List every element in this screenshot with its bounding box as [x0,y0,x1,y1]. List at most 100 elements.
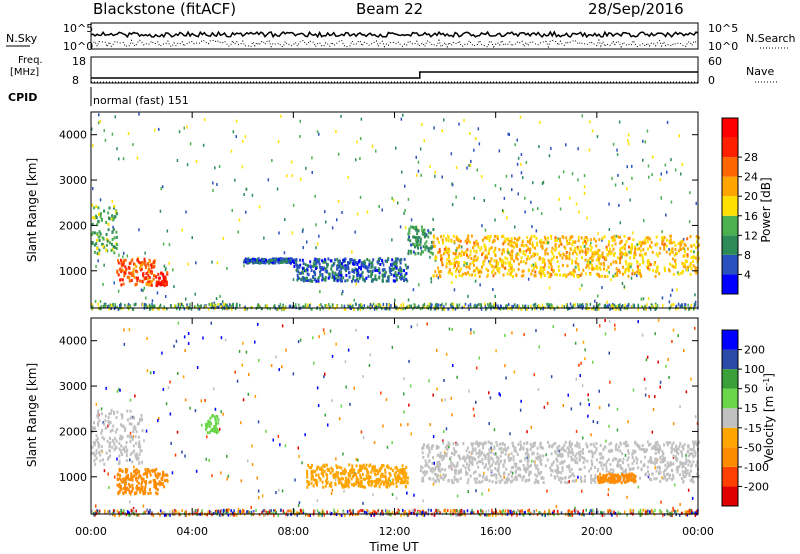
echo-cell [467,455,470,459]
echo-cell [299,338,302,342]
echo-cell [684,462,687,466]
echo-cell [215,297,218,301]
echo-cell [96,238,99,242]
echo-cell [105,386,107,390]
echo-cell [456,480,459,483]
echo-cell [649,237,651,241]
ground-scatter-cell [332,305,334,309]
echo-cell [403,211,405,215]
echo-cell [369,269,372,273]
echo-cell [651,472,654,476]
echo-cell [355,464,358,468]
echo-cell [582,340,585,344]
echo-cell [129,452,132,456]
echo-cell [99,198,102,202]
echo-cell [352,484,355,488]
echo-cell [616,148,618,152]
echo-cell [403,480,406,484]
echo-cell [686,237,689,241]
ground-scatter-cell [119,304,121,307]
echo-cell [160,271,162,275]
echo-cell [138,228,140,232]
echo-cell [686,450,689,454]
echo-cell [534,270,537,274]
ground-scatter-cell [244,305,246,309]
echo-cell [668,252,671,256]
echo-cell [424,246,427,250]
echo-cell [627,265,630,269]
echo-cell [155,284,158,288]
echo-cell [306,485,309,489]
echo-cell [213,301,215,305]
echo-cell [373,307,376,311]
echo-cell [432,393,434,397]
echo-cell [454,471,457,475]
echo-cell [406,279,409,283]
ground-scatter-cell [447,307,450,311]
echo-cell [619,270,621,274]
echo-cell [437,266,440,270]
echo-cell [467,265,470,269]
echo-cell [310,481,313,485]
ground-scatter-cell [542,307,544,311]
echo-cell [326,270,328,274]
echo-cell [604,256,607,260]
colorbar-tick-label: 12 [744,229,758,242]
echo-cell [481,265,483,269]
echo-cell [293,261,295,265]
echo-cell [686,259,689,263]
echo-cell [97,421,99,425]
echo-cell [341,266,344,270]
echo-cell [391,196,393,200]
echo-cell [590,246,593,250]
echo-cell [696,240,699,244]
ground-scatter-cell [326,304,328,308]
echo-cell [543,274,546,277]
echo-cell [564,273,567,277]
echo-cell [507,251,510,255]
echo-cell [176,430,179,434]
echo-cell [348,271,351,275]
power-ylabel: Slant Range [km] [25,158,39,262]
echo-cell [289,257,292,261]
echo-cell [410,432,412,436]
echo-cell [629,265,632,269]
echo-cell [619,256,622,260]
echo-cell [637,320,639,324]
echo-cell [535,456,538,460]
echo-cell [525,249,528,253]
echo-cell [455,477,458,481]
echo-cell [639,273,642,277]
ground-scatter-cell [260,307,263,311]
echo-cell [374,268,377,272]
echo-cell [554,450,557,454]
echo-cell [684,469,687,473]
echo-cell [185,297,187,301]
echo-cell [297,264,300,268]
echo-cell [587,393,589,397]
echo-cell [386,445,389,449]
echo-cell [430,445,433,449]
echo-cell [136,156,139,160]
echo-cell [340,279,343,283]
echo-cell [149,371,152,375]
echo-cell [302,228,304,232]
echo-cell [661,239,664,243]
echo-cell [610,236,613,240]
echo-cell [678,249,681,253]
echo-cell [204,423,207,427]
echo-cell [371,466,374,470]
echo-cell [527,277,530,281]
echo-cell [489,441,492,445]
echo-cell [618,445,621,449]
echo-cell [312,484,315,488]
echo-cell [349,469,352,473]
echo-cell [133,469,135,473]
echo-cell [454,261,457,265]
echo-cell [439,270,442,274]
ground-scatter-cell [353,307,355,311]
echo-cell [315,479,318,483]
ground-scatter-cell [547,302,549,306]
echo-cell [137,456,140,460]
echo-cell [636,247,639,251]
